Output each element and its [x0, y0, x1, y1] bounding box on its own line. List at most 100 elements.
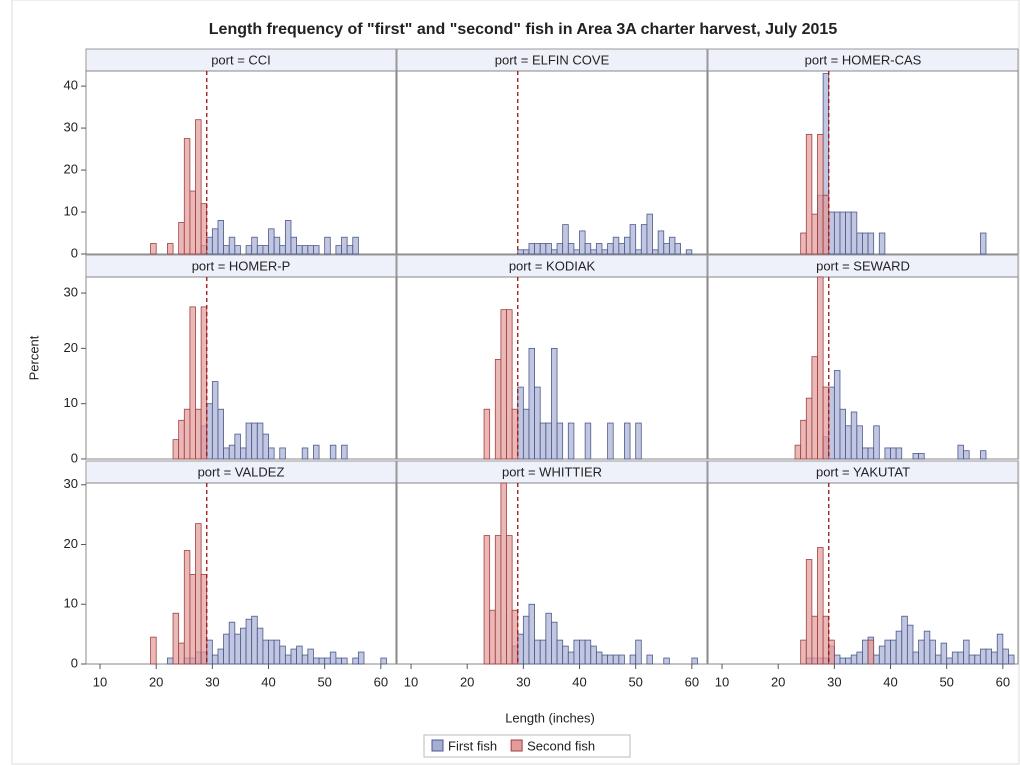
first-fish-bar	[862, 447, 869, 460]
panel-label: port = HOMER-P	[192, 258, 291, 273]
y-tick-label: 20	[64, 161, 78, 176]
first-fish-bar	[517, 249, 524, 255]
first-fish-bar	[279, 447, 286, 460]
second-fish-bar	[178, 642, 185, 665]
first-fish-bar	[290, 648, 297, 665]
first-fish-bar	[245, 618, 253, 665]
panel-label: port = HOMER-CAS	[805, 52, 922, 67]
legend-box	[423, 734, 631, 758]
x-axis-label: Length (inches)	[505, 710, 595, 725]
x-tick-label: 30	[516, 674, 530, 689]
first-fish-bar	[590, 249, 597, 255]
first-fish-bar	[551, 621, 558, 665]
x-tick-label: 10	[93, 674, 107, 689]
first-fish-bar	[607, 654, 614, 665]
second-fish-bar	[506, 535, 513, 665]
x-tick-label: 50	[628, 674, 642, 689]
first-fish-bar	[991, 651, 998, 665]
first-fish-bar	[839, 211, 846, 255]
first-fish-bar	[206, 236, 213, 255]
second-fish-bar	[817, 547, 824, 665]
first-fish-bar	[635, 422, 642, 460]
first-fish-bar	[211, 654, 219, 665]
first-fish-bar	[579, 230, 586, 255]
first-fish-bar	[301, 654, 309, 665]
second-fish-bar	[822, 194, 830, 255]
first-fish-bar	[307, 648, 314, 665]
second-fish-bar	[800, 232, 807, 255]
second-fish-bar	[150, 243, 157, 255]
first-fish-bar	[850, 654, 858, 665]
first-fish-bar	[301, 447, 309, 460]
first-fish-bar	[839, 408, 846, 460]
first-fish-bar	[296, 645, 303, 665]
first-fish-bar	[646, 654, 653, 665]
frame	[11, 0, 1020, 765]
first-fish-bar	[279, 645, 286, 665]
second-fish-bar	[811, 213, 818, 255]
first-fish-bar	[217, 220, 224, 255]
first-fish-bar	[240, 627, 247, 665]
first-fish-bar	[556, 243, 564, 255]
first-fish-bar	[579, 639, 586, 665]
first-fish-bar	[341, 657, 348, 665]
second-fish-bar	[167, 243, 174, 255]
panel	[85, 70, 397, 255]
first-fish-bar	[528, 243, 535, 255]
second-fish-bar	[828, 639, 835, 665]
y-tick-label: 0	[71, 655, 78, 670]
second-fish-bar	[195, 119, 202, 255]
first-fish-bar	[562, 224, 569, 255]
y-tick-label: 10	[64, 203, 78, 218]
first-fish-bar	[612, 236, 620, 255]
chart-title: Length frequency of "first" and "second"…	[209, 21, 838, 38]
second-fish-bar	[494, 359, 502, 460]
first-fish-bar	[273, 639, 281, 665]
first-fish-bar	[1008, 654, 1015, 665]
y-tick-label: 40	[64, 78, 78, 93]
second-fish-bar	[183, 138, 191, 255]
first-fish-bar	[612, 654, 620, 665]
first-fish-bar	[522, 615, 530, 665]
first-fish-bar	[318, 657, 326, 665]
first-fish-bar	[380, 657, 387, 665]
second-fish-bar	[189, 190, 196, 255]
second-fish-bar	[200, 203, 208, 255]
first-fish-bar	[833, 654, 841, 665]
first-fish-bar	[341, 444, 348, 460]
first-fish-bar	[551, 347, 558, 460]
y-axis-label: Percent	[26, 335, 41, 380]
first-fish-bar	[296, 245, 303, 255]
first-fish-bar	[635, 639, 642, 665]
first-fish-bar	[262, 639, 269, 665]
first-fish-bar	[352, 657, 359, 665]
first-fish-bar	[595, 651, 603, 665]
first-fish-bar	[584, 422, 592, 460]
first-fish-bar	[528, 603, 535, 665]
first-fish-bar	[940, 642, 948, 665]
first-fish-bar	[584, 243, 592, 255]
first-fish-bar	[906, 624, 914, 665]
first-fish-bar	[629, 654, 637, 665]
first-fish-bar	[951, 651, 959, 665]
first-fish-bar	[629, 224, 637, 255]
first-fish-bar	[251, 236, 258, 255]
first-fish-bar	[251, 615, 258, 665]
first-fish-bar	[584, 639, 592, 665]
first-fish-bar	[206, 639, 213, 665]
first-fish-bar	[528, 347, 535, 460]
first-fish-bar	[850, 411, 858, 460]
second-fish-bar	[805, 397, 813, 460]
first-fish-bar	[223, 245, 230, 255]
first-fish-bar	[884, 639, 891, 665]
first-fish-bar	[963, 450, 970, 460]
first-fish-bar	[268, 639, 275, 665]
first-fish-bar	[901, 615, 908, 665]
x-tick-label: 50	[317, 674, 331, 689]
y-tick-label: 20	[64, 340, 78, 355]
first-fish-bar	[624, 422, 631, 460]
second-fish-bar	[511, 609, 519, 665]
x-tick-label: 30	[205, 674, 219, 689]
first-fish-bar	[217, 408, 224, 460]
first-fish-bar	[845, 211, 852, 255]
